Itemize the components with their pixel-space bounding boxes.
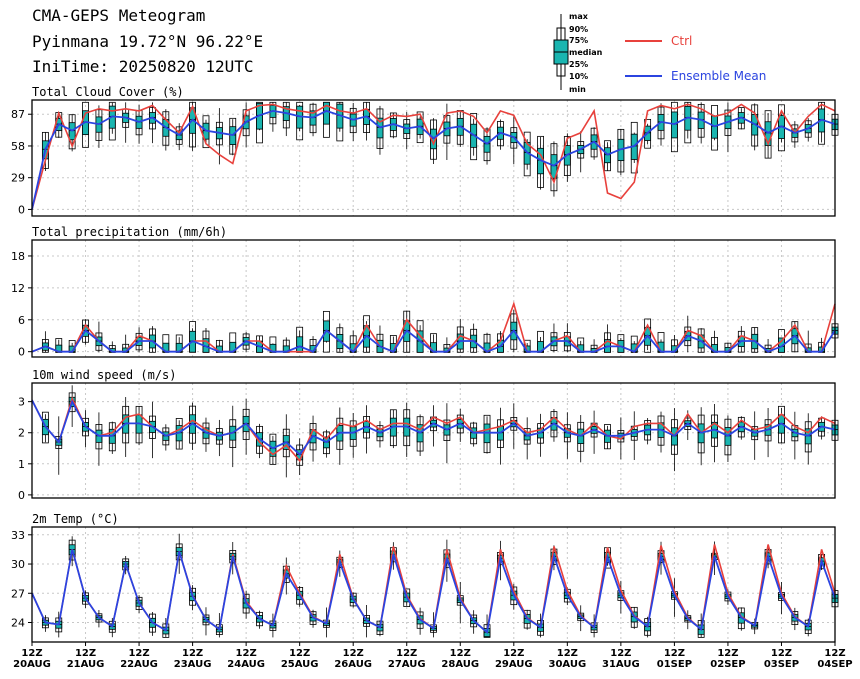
legend-box-label: 25% (569, 60, 588, 69)
panel-frame (31, 526, 836, 643)
x-tick-hour: 12Z (771, 648, 792, 659)
ensemble-mean-line (31, 328, 836, 353)
y-tick-label: 0 (18, 489, 25, 502)
y-tick-label: 29 (11, 172, 25, 185)
legend-box-label: min (569, 85, 586, 94)
x-tick-hour: 12Z (717, 648, 738, 659)
init-time-label: IniTime: 20250820 12UTC (32, 57, 254, 76)
x-tick-date: 03SEP (764, 659, 799, 670)
x-tick-hour: 12Z (75, 648, 96, 659)
x-tick-hour: 12Z (396, 648, 417, 659)
panel-title: 2m Temp (°C) (32, 512, 119, 526)
x-tick-hour: 12Z (343, 648, 364, 659)
x-tick-date: 01SEP (657, 659, 692, 670)
legend: max 90% 75% median 25% 10% min Ctrl Ensemble Mea… (553, 12, 766, 94)
x-tick-hour: 12Z (664, 648, 685, 659)
legend-box-label: max (569, 12, 589, 21)
panel-frame (31, 239, 836, 358)
x-tick-hour: 12Z (824, 648, 845, 659)
ctrl-line (31, 103, 836, 210)
legend-box-label: median (569, 48, 603, 57)
y-tick-label: 0 (18, 346, 25, 359)
x-tick-date: 30AUG (548, 659, 586, 670)
y-tick-label: 27 (11, 587, 25, 600)
legend-box-label: 75% (569, 36, 588, 45)
panel-title: Total precipitation (mm/6h) (32, 225, 227, 239)
panel-frame (31, 382, 836, 499)
y-tick-label: 0 (18, 203, 25, 216)
chart-title: CMA-GEPS Meteogram (32, 6, 206, 25)
panels: Total Cloud Cover (%) 0 29 58 87 Total precip… (11, 85, 839, 643)
x-tick-date: 21AUG (67, 659, 105, 670)
x-tick-hour: 12Z (450, 648, 471, 659)
location-label: Pyinmana 19.72°N 96.22°E (32, 32, 264, 51)
ensemble-mean-line (31, 109, 836, 210)
x-tick-hour: 12Z (289, 648, 310, 659)
x-tick-hour: 12Z (557, 648, 578, 659)
y-tick-label: 33 (11, 529, 25, 542)
y-tick-label: 6 (18, 314, 25, 327)
x-tick-hour: 12Z (236, 648, 257, 659)
y-tick-label: 24 (11, 617, 25, 630)
x-tick-hour: 12Z (21, 648, 42, 659)
y-tick-label: 18 (11, 250, 25, 263)
x-axis: 12Z20AUG12Z21AUG12Z22AUG12Z23AUG12Z24AUG… (13, 642, 853, 670)
x-tick-date: 24AUG (227, 659, 265, 670)
x-tick-hour: 12Z (182, 648, 203, 659)
legend-box-label: 10% (569, 72, 588, 81)
panel-3: 10m wind speed (m/s) 0 1 2 3 (18, 368, 839, 502)
panel-2: Total precipitation (mm/6h) 0 6 12 18 (11, 225, 839, 359)
x-tick-date: 27AUG (388, 659, 426, 670)
y-tick-label: 87 (11, 108, 25, 121)
panel-title: Total Cloud Cover (%) (32, 85, 184, 99)
y-tick-label: 2 (18, 427, 25, 440)
panel-frame (31, 99, 836, 217)
x-tick-date: 25AUG (281, 659, 319, 670)
x-tick-hour: 12Z (128, 648, 149, 659)
box-inner (296, 336, 304, 353)
x-tick-date: 29AUG (495, 659, 533, 670)
legend-mean-label: Ensemble Mean (671, 69, 766, 83)
y-tick-label: 3 (18, 396, 25, 409)
ensemble-mean-line (31, 399, 836, 456)
legend-ctrl-label: Ctrl (671, 34, 692, 48)
x-tick-hour: 12Z (610, 648, 631, 659)
panel-title: 10m wind speed (m/s) (32, 368, 177, 382)
x-tick-date: 23AUG (174, 659, 212, 670)
y-tick-label: 1 (18, 458, 25, 471)
x-tick-hour: 12Z (503, 648, 524, 659)
x-tick-date: 31AUG (602, 659, 640, 670)
y-tick-label: 30 (11, 558, 25, 571)
legend-box-label: 90% (569, 25, 588, 34)
ensemble-mean-line (31, 549, 836, 635)
x-tick-date: 26AUG (334, 659, 372, 670)
panel-4: 2m Temp (°C) 24 27 30 33 (11, 512, 839, 643)
y-tick-label: 12 (11, 282, 25, 295)
panel-1: Total Cloud Cover (%) 0 29 58 87 (11, 85, 839, 217)
x-tick-date: 04SEP (817, 659, 852, 670)
x-tick-date: 28AUG (441, 659, 479, 670)
x-tick-date: 22AUG (120, 659, 158, 670)
x-tick-date: 02SEP (710, 659, 745, 670)
x-tick-date: 20AUG (13, 659, 51, 670)
y-tick-label: 58 (11, 140, 25, 153)
